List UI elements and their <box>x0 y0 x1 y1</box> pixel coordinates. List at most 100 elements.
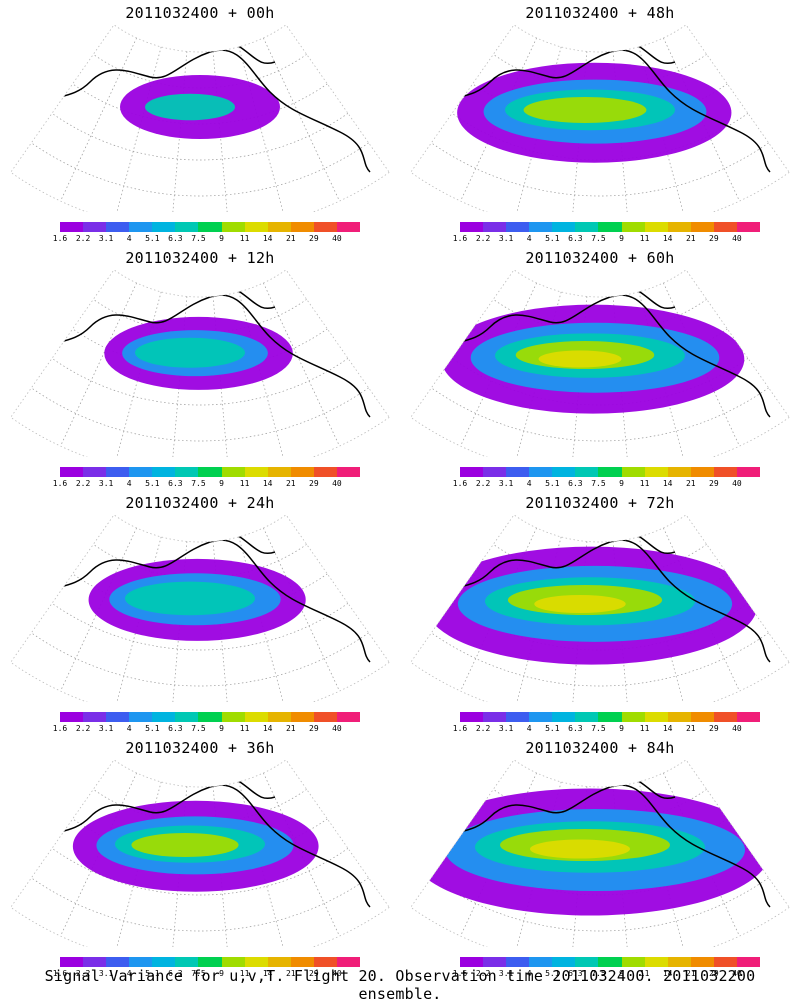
colorbar-swatch <box>175 467 199 477</box>
colorbar-tick-label: 1.6 <box>452 479 468 488</box>
colorbar-tick-label: 2.2 <box>475 724 491 733</box>
colorbar-swatch <box>290 712 314 722</box>
colorbar-tick-label: 3.1 <box>498 234 514 243</box>
colorbar-tick-label: 11 <box>239 969 250 978</box>
colorbar-swatch <box>221 222 245 232</box>
colorbar-tick-label: 11 <box>239 479 250 488</box>
colorbar-tick-label: 29 <box>709 969 719 978</box>
panel-title: 2011032400 + 36h <box>125 739 275 757</box>
polar-map <box>410 24 790 212</box>
colorbar-tick-label: 14 <box>262 234 273 243</box>
colorbar-tick-label: 40 <box>332 479 342 488</box>
colorbar-tick-label: 4 <box>126 724 132 733</box>
colorbar-swatch <box>483 222 507 232</box>
colorbar-swatch <box>483 467 507 477</box>
colorbar-tick-label: 5.1 <box>545 969 560 978</box>
colorbar-tick-label: 9 <box>619 234 624 243</box>
colorbar-swatch <box>621 467 645 477</box>
colorbar-swatch <box>644 467 668 477</box>
colorbar-tick-label: 1.6 <box>52 479 68 488</box>
colorbar-swatch <box>575 712 599 722</box>
colorbar-swatch <box>60 957 84 967</box>
colorbar-swatch <box>221 467 245 477</box>
colorbar-swatch <box>290 467 314 477</box>
colorbar-tick-label: 4 <box>126 479 132 488</box>
colorbar-swatch <box>129 957 153 967</box>
colorbar-swatch <box>736 957 761 967</box>
forecast-panel-36h: 2011032400 + 36h 1.6 2.2 3.1 4 5.1 6.3 7.5 9 11 14… <box>0 735 400 980</box>
polar-map <box>10 24 390 212</box>
colorbar-tick-label: 21 <box>285 969 296 978</box>
colorbar-swatch <box>244 467 268 477</box>
colorbar-tick-label: 21 <box>685 234 696 243</box>
colorbar-tick-label: 7.5 <box>191 724 206 733</box>
colorbar-swatch <box>598 467 622 477</box>
colorbar-tick-label: 7.5 <box>191 234 206 243</box>
colorbar-tick-label: 29 <box>309 479 319 488</box>
colorbar-swatch <box>644 712 668 722</box>
colorbar-swatch <box>83 957 107 967</box>
colorbar-labels: 1.6 2.2 3.1 4 5.1 6.3 7.5 9 11 14 21 29 40 <box>53 479 360 489</box>
colorbar-tick-label: 1.6 <box>52 724 68 733</box>
colorbar-tick-label: 11 <box>639 234 650 243</box>
colorbar-swatch <box>575 957 599 967</box>
colorbar-swatch <box>736 712 761 722</box>
colorbar-tick-label: 4 <box>526 234 532 243</box>
colorbar-tick-label: 2.2 <box>75 969 91 978</box>
polar-map <box>10 269 390 457</box>
colorbar-tick-label: 14 <box>662 234 673 243</box>
colorbar-tick-label: 21 <box>685 724 696 733</box>
colorbar-tick-label: 4 <box>126 234 132 243</box>
colorbar-swatch <box>336 467 361 477</box>
colorbar-swatch <box>198 957 222 967</box>
colorbar-swatch <box>267 467 291 477</box>
colorbar-swatch <box>552 467 576 477</box>
colorbar-tick-label: 21 <box>685 479 696 488</box>
colorbar-tick-label: 2.2 <box>475 234 491 243</box>
colorbar-swatch <box>460 712 484 722</box>
colorbar-swatch <box>529 957 553 967</box>
colorbar-tick-label: 3.1 <box>98 234 114 243</box>
panel-title: 2011032400 + 24h <box>125 494 275 512</box>
colorbar-labels: 1.6 2.2 3.1 4 5.1 6.3 7.5 9 11 14 21 29 40 <box>453 479 760 489</box>
colorbar-swatch <box>460 222 484 232</box>
colorbar-swatch <box>244 222 268 232</box>
colorbar-tick-label: 4 <box>526 724 532 733</box>
colorbar-tick-label: 11 <box>239 724 250 733</box>
colorbar-swatch <box>267 222 291 232</box>
forecast-panel-72h: 2011032400 + 72h 1.6 2.2 3.1 4 5.1 6.3 7.5 9 11 14… <box>400 490 800 735</box>
colorbar-swatch <box>552 222 576 232</box>
colorbar-tick-label: 9 <box>619 969 624 978</box>
colorbar-swatch <box>336 957 361 967</box>
colorbar-swatch <box>198 712 222 722</box>
colorbar-tick-label: 40 <box>332 724 342 733</box>
colorbar-tick-label: 29 <box>309 234 319 243</box>
colorbar-swatch <box>60 712 84 722</box>
colorbar-swatch <box>106 467 130 477</box>
colorbar-swatch <box>713 222 737 232</box>
colorbar-tick-label: 6.3 <box>168 969 183 978</box>
panel-title: 2011032400 + 12h <box>125 249 275 267</box>
colorbar-tick-label: 14 <box>662 479 673 488</box>
colorbar-swatch <box>198 222 222 232</box>
colorbar-swatch <box>175 712 199 722</box>
colorbar-swatch <box>198 467 222 477</box>
colorbar-swatch <box>152 467 176 477</box>
colorbar-swatch <box>460 957 484 967</box>
colorbar-swatch <box>506 467 530 477</box>
colorbar-tick-label: 14 <box>662 969 673 978</box>
colorbar-swatch <box>690 467 714 477</box>
colorbar-tick-label: 6.3 <box>568 969 583 978</box>
colorbar-swatch <box>690 222 714 232</box>
panel-title: 2011032400 + 72h <box>525 494 675 512</box>
colorbar-swatch <box>244 712 268 722</box>
colorbar-tick-label: 6.3 <box>168 724 183 733</box>
colorbar-swatch <box>506 712 530 722</box>
colorbar-labels: 1.6 2.2 3.1 4 5.1 6.3 7.5 9 11 14 21 29 40 <box>53 969 360 979</box>
colorbar-tick-label: 9 <box>219 234 224 243</box>
figure-caption: Signal Variance for u,v,T. Flight 20. Ob… <box>44 967 756 1003</box>
colorbar-swatch <box>690 957 714 967</box>
panel-title: 2011032400 + 84h <box>525 739 675 757</box>
colorbar-tick-label: 40 <box>732 969 742 978</box>
colorbar-swatch <box>598 957 622 967</box>
